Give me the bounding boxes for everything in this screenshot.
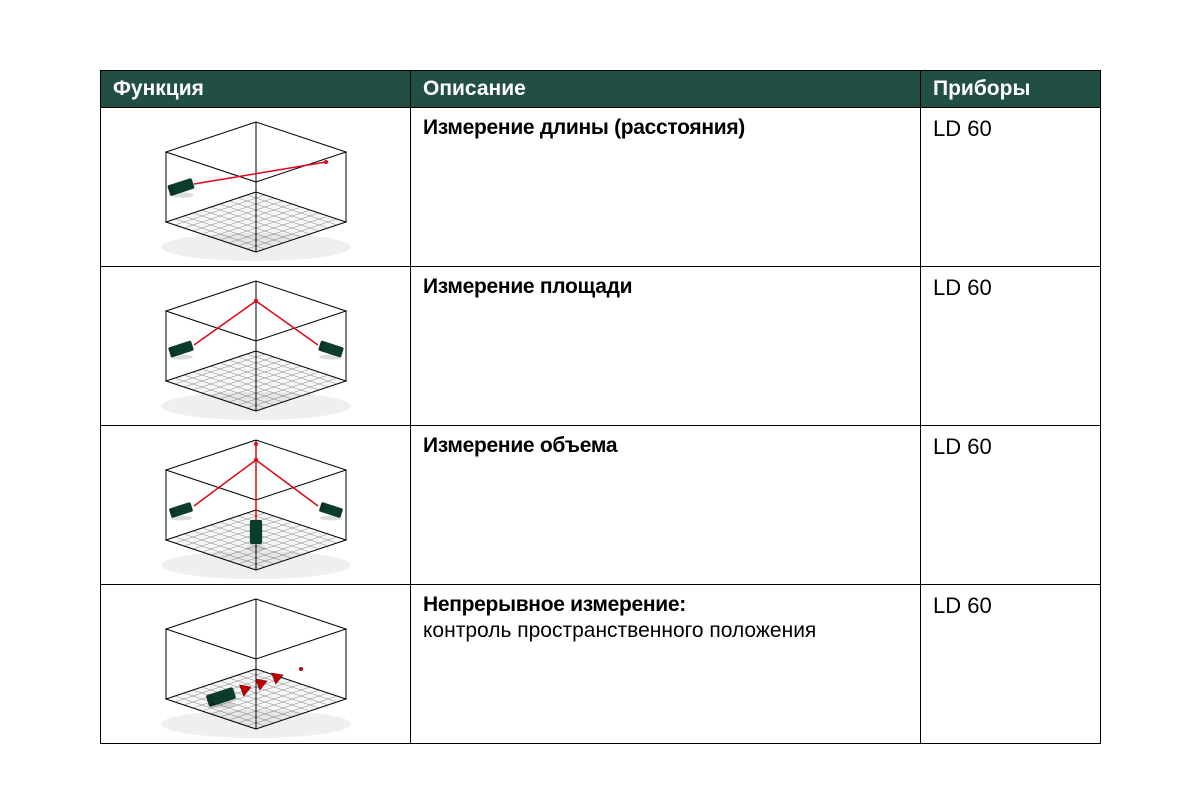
table-header-row: Функция Описание Приборы: [101, 71, 1101, 108]
description-cell: Измерение объема: [411, 426, 921, 585]
diagram-cell-continuous: [101, 585, 411, 744]
table-row: Измерение площади LD 60: [101, 267, 1101, 426]
table-row: Измерение объема LD 60: [101, 426, 1101, 585]
description-title: Непрерывное измерение:: [423, 593, 908, 617]
diagram-cell-length: [101, 108, 411, 267]
description-subtitle: контроль пространственного положения: [423, 617, 908, 645]
length-diagram-icon: [126, 112, 386, 262]
functions-table: Функция Описание Приборы Измерение длины…: [100, 70, 1101, 744]
diagram-cell-area: [101, 267, 411, 426]
table-row: Измерение длины (расстояния) LD 60: [101, 108, 1101, 267]
device-label: LD 60: [933, 275, 992, 300]
device-cell: LD 60: [921, 267, 1101, 426]
description-cell: Измерение площади: [411, 267, 921, 426]
description-cell: Измерение длины (расстояния): [411, 108, 921, 267]
device-cell: LD 60: [921, 426, 1101, 585]
device-label: LD 60: [933, 434, 992, 459]
continuous-diagram-icon: [126, 589, 386, 739]
table-row: Непрерывное измерение: контроль простран…: [101, 585, 1101, 744]
description-cell: Непрерывное измерение: контроль простран…: [411, 585, 921, 744]
device-cell: LD 60: [921, 585, 1101, 744]
header-devices: Приборы: [921, 71, 1101, 108]
device-label: LD 60: [933, 116, 992, 141]
description-title: Измерение длины (расстояния): [423, 116, 908, 140]
header-description: Описание: [411, 71, 921, 108]
diagram-cell-volume: [101, 426, 411, 585]
area-diagram-icon: [126, 271, 386, 421]
volume-diagram-icon: [126, 430, 386, 580]
device-label: LD 60: [933, 593, 992, 618]
description-title: Измерение объема: [423, 434, 908, 458]
device-cell: LD 60: [921, 108, 1101, 267]
header-function: Функция: [101, 71, 411, 108]
description-title: Измерение площади: [423, 275, 908, 299]
